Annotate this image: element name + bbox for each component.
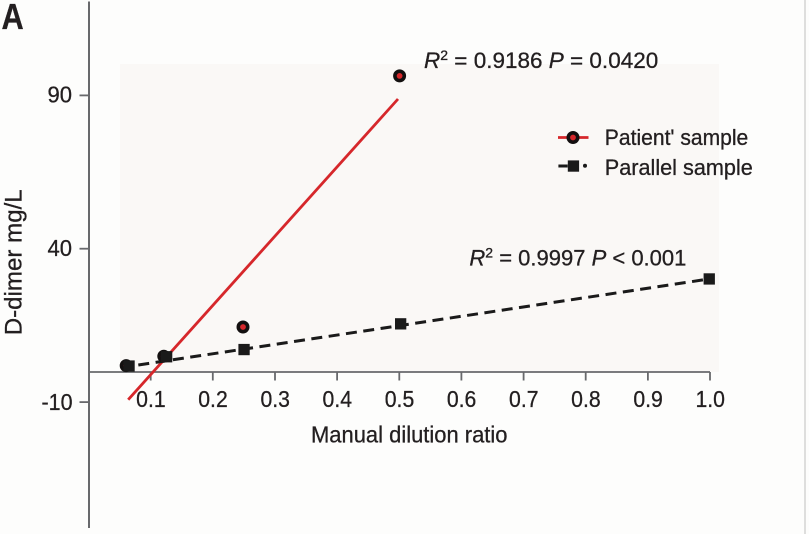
- svg-text:0.3: 0.3: [260, 386, 290, 412]
- svg-text:1.0: 1.0: [695, 386, 725, 412]
- svg-text:0.2: 0.2: [198, 386, 228, 412]
- svg-text:40: 40: [48, 235, 73, 261]
- svg-text:0.7: 0.7: [509, 386, 539, 412]
- svg-text:0.6: 0.6: [447, 386, 477, 412]
- svg-text:0.4: 0.4: [323, 386, 353, 412]
- svg-text:0.9: 0.9: [633, 386, 663, 412]
- svg-text:Parallel sample: Parallel sample: [605, 155, 753, 180]
- svg-text:Manual dilution ratio: Manual dilution ratio: [311, 422, 508, 448]
- svg-text:0.5: 0.5: [385, 386, 415, 412]
- svg-text:D-dimer mg/L: D-dimer mg/L: [1, 189, 28, 335]
- svg-text:A: A: [2, 0, 24, 37]
- svg-text:90: 90: [48, 81, 73, 107]
- svg-text:-10: -10: [42, 389, 73, 415]
- svg-text:R2 = 0.9997 P < 0.001: R2 = 0.9997 P < 0.001: [469, 244, 686, 270]
- svg-text:0.1: 0.1: [136, 386, 166, 412]
- svg-text:R2 = 0.9186 P = 0.0420: R2 = 0.9186 P = 0.0420: [424, 47, 658, 73]
- svg-text:0.8: 0.8: [571, 386, 601, 412]
- svg-text:Patient' sample: Patient' sample: [605, 125, 749, 150]
